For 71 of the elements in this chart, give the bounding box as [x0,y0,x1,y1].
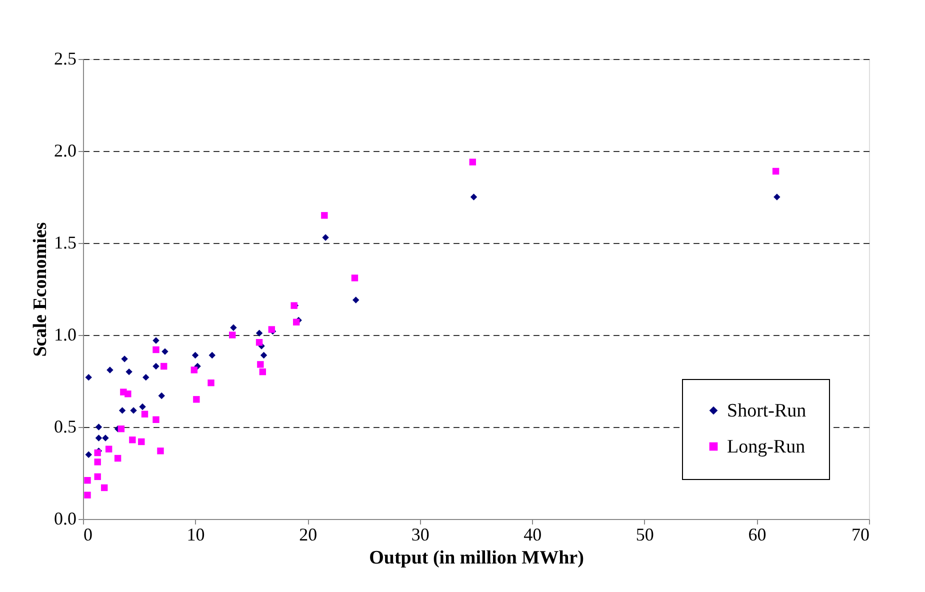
point [157,448,164,454]
point [85,374,92,381]
point [192,352,199,359]
point [100,484,108,492]
point [124,390,132,398]
point [94,458,101,466]
point [152,416,160,423]
point [256,339,263,346]
point [152,346,160,354]
point [85,451,92,458]
legend-label: Short-Run [727,400,807,422]
point [118,407,126,414]
point [321,212,328,219]
point [230,324,237,331]
y-tick-label: 1.0 [54,324,76,344]
point [94,473,101,480]
x-tick-label: 40 [524,524,542,544]
point [142,374,150,381]
x-tick-label: 0 [84,524,92,544]
x-axis-title: Output (in million MWhr) [369,548,584,568]
point [95,434,102,442]
point [162,348,168,355]
point [102,434,109,442]
point [138,438,145,446]
legend-label: Long-Run [727,436,806,458]
point [193,396,200,403]
point [774,194,780,200]
point [139,403,146,410]
point [257,361,264,368]
y-tick-label: 1.5 [54,232,76,252]
point [158,392,165,400]
point [129,436,136,444]
point [470,194,478,200]
point [208,379,214,386]
x-tick-label: 50 [636,524,654,544]
point [292,318,300,326]
point [208,352,216,359]
point [190,366,198,374]
x-tick-label: 60 [748,524,766,544]
point [772,168,780,175]
point [84,492,91,498]
x-tick-label: 30 [411,524,430,544]
point [105,446,112,452]
point [114,454,122,462]
point [351,274,358,282]
y-tick-label: 2.5 [54,48,76,68]
point [95,424,102,430]
point [322,234,329,241]
y-tick-label: 0.5 [54,416,76,436]
point [118,425,125,432]
x-tick-label: 20 [299,524,318,544]
y-tick-label: 0.0 [54,508,76,528]
y-tick-label: 2.0 [54,140,76,160]
point [260,352,268,359]
point [469,158,476,166]
point [152,362,160,370]
point [121,356,128,362]
y-axis-title: Scale Economies [30,222,51,357]
point [126,368,132,376]
point [141,410,148,418]
point [106,366,114,374]
point [256,330,263,337]
point [160,362,168,370]
point [84,477,91,484]
point [228,332,236,338]
point [130,407,137,414]
point [352,296,360,304]
x-tick-label: 70 [852,524,870,544]
x-tick-label: 10 [186,524,205,544]
point [259,368,266,376]
point [152,337,160,344]
